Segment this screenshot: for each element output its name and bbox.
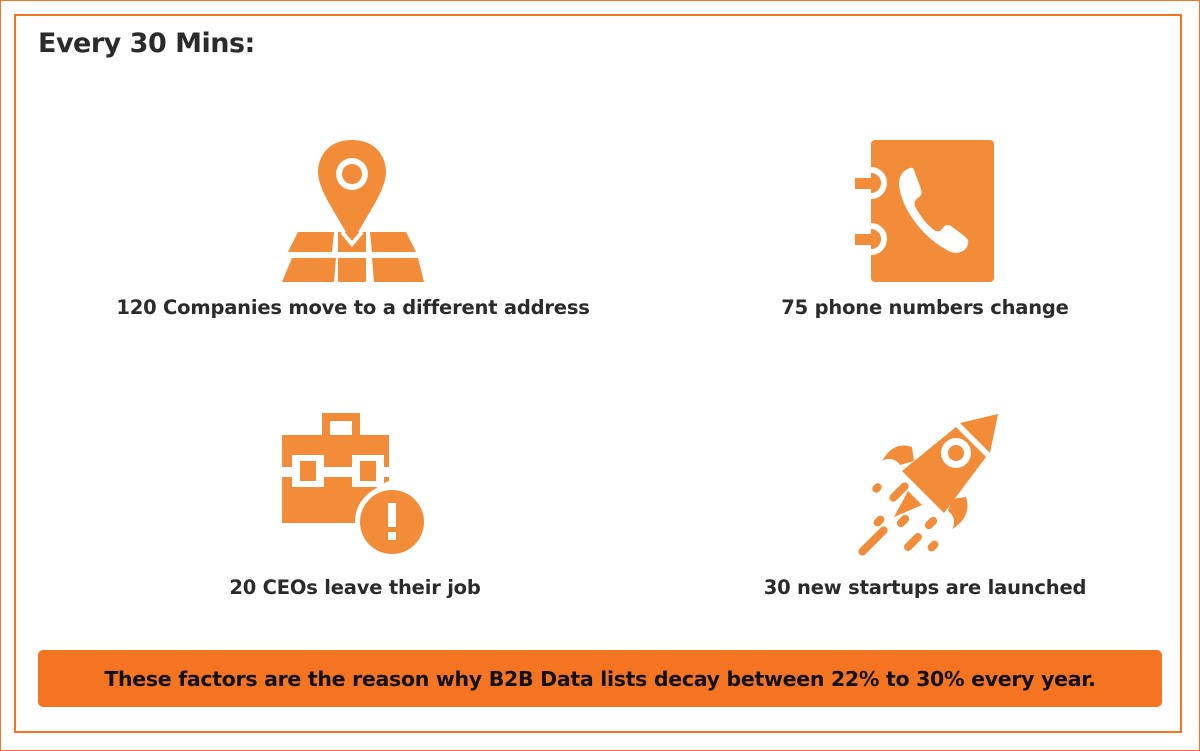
conclusion-banner: These factors are the reason why B2B Dat… <box>38 650 1162 707</box>
phone-book-icon <box>855 140 997 284</box>
banner-text: These factors are the reason why B2B Dat… <box>104 666 1096 691</box>
rocket-icon <box>852 413 1000 561</box>
caption-startups-launched: 30 new startups are launched <box>763 576 1087 599</box>
briefcase-alert-icon <box>282 413 429 559</box>
inner-frame <box>14 14 1182 733</box>
caption-ceo-leave: 20 CEOs leave their job <box>229 576 481 599</box>
map-pin-icon <box>282 140 424 284</box>
caption-address-change: 120 Companies move to a different addres… <box>116 296 590 319</box>
caption-phone-change: 75 phone numbers change <box>781 296 1069 319</box>
page-title: Every 30 Mins: <box>38 28 255 59</box>
